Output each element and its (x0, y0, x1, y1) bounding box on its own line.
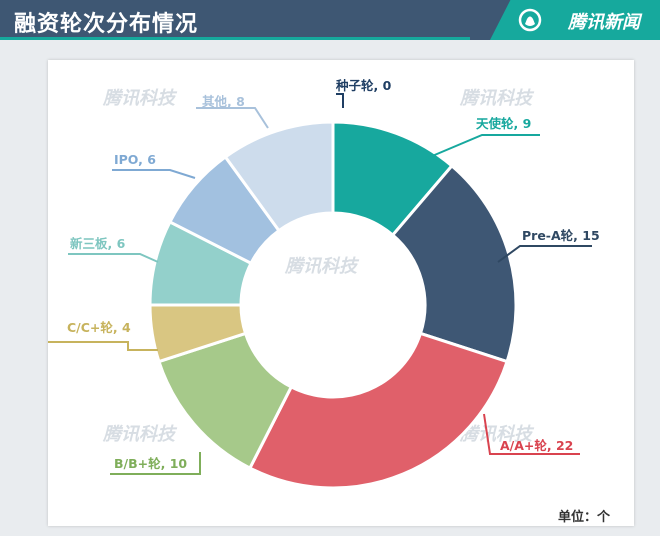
leader-line-c-c (48, 341, 158, 351)
tencent-news-logo-icon (518, 8, 542, 32)
watermark-text: 腾讯科技 (459, 88, 535, 109)
slice-a-a (247, 331, 509, 490)
watermark-text: 腾讯科技 (459, 424, 535, 445)
data-label-pre-a: Pre-A轮, 15 (522, 228, 600, 243)
watermark-text: 腾讯科技 (284, 256, 360, 277)
data-label-x: 天使轮, 9 (476, 116, 531, 131)
donut-slices (148, 120, 518, 490)
watermark-text: 腾讯科技 (102, 88, 178, 109)
slice-labels: 种子轮, 0 天使轮, 9 Pre-A轮, 15 A/A+轮, 22 B/B+轮, 10… (48, 78, 600, 475)
leader-line-x (68, 253, 159, 263)
data-label-x: 新三板, 6 (70, 236, 126, 251)
watermark-text: 腾讯科技 (102, 424, 178, 445)
data-label-x: 其他, 8 (202, 94, 245, 109)
leader-line-b-b (110, 452, 201, 475)
leader-line-x (417, 134, 540, 163)
page-title: 融资轮次分布情况 (14, 12, 199, 37)
header-accent-line (0, 37, 470, 40)
leader-line-x (196, 107, 269, 129)
data-label-b-b: B/B+轮, 10 (114, 456, 187, 471)
data-label-x: 种子轮, 0 (335, 78, 392, 93)
unit-label: 单位：个 (558, 510, 611, 525)
header-bar: 融资轮次分布情况 腾讯新闻 (0, 0, 660, 40)
leader-line-x (336, 93, 344, 108)
leader-line-ipo (112, 169, 196, 179)
leader-line-a-a (483, 413, 580, 455)
data-label-a-a: A/A+轮, 22 (500, 438, 573, 453)
slice-pre-a (390, 163, 518, 364)
slice-x (223, 120, 335, 233)
data-label-ipo: IPO, 6 (114, 152, 156, 167)
leader-line-pre-a (497, 245, 592, 263)
brand-plate (490, 0, 660, 40)
brand-name: 腾讯新闻 (568, 12, 640, 33)
data-label-c-c: C/C+轮, 4 (67, 320, 131, 335)
